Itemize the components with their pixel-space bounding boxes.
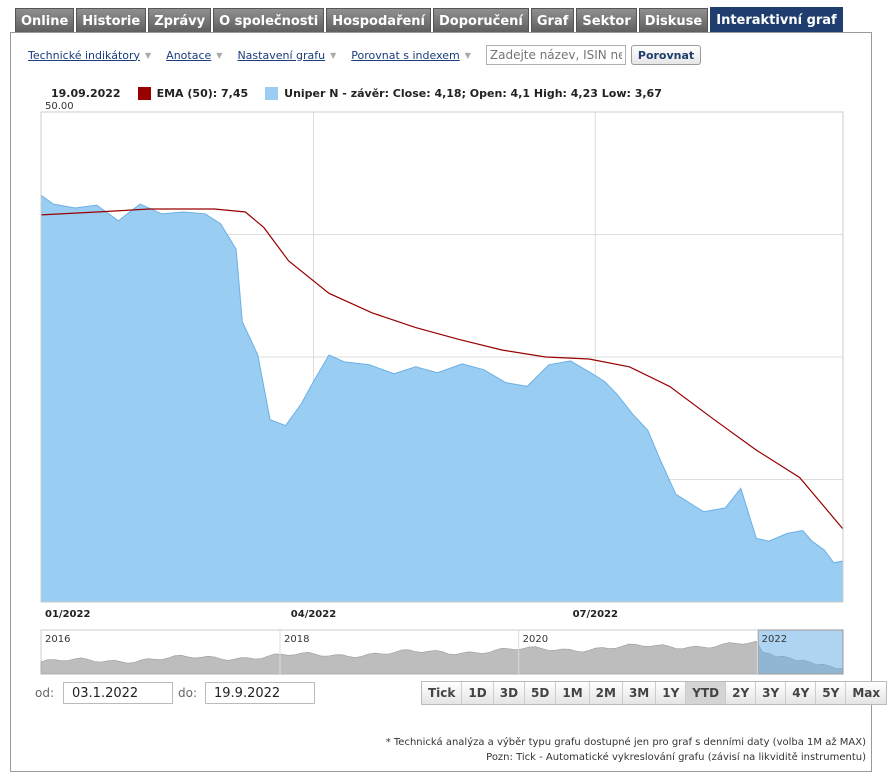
note-technical: * Technická analýza a výběr typu grafu d… [385,737,866,748]
zoom-button-4y[interactable]: 4Y [786,682,817,704]
price-line [40,194,844,564]
navigator-year-label: 2016 [45,634,70,645]
navigator-area [40,640,844,675]
to-date-input[interactable] [205,682,315,704]
tab-zpravy[interactable]: Zprávy [148,8,212,33]
tab-diskuse[interactable]: Diskuse [638,8,709,33]
chevron-down-icon: ▼ [216,50,223,60]
chart-toolbar: Technické indikátory ▼ Anotace ▼ Nastave… [28,45,702,65]
price-area [41,195,843,603]
tab-sektor[interactable]: Sektor [576,8,637,33]
annotation-link[interactable]: Anotace [166,48,212,62]
zoom-button-1y[interactable]: 1Y [656,682,687,704]
from-date-input[interactable] [63,682,173,704]
to-label: do: [178,686,198,700]
zoom-button-ytd[interactable]: YTD [686,682,727,704]
chevron-down-icon: ▼ [145,50,152,60]
y-tick-label: 50.00 [45,101,74,112]
technical-indicators-link[interactable]: Technické indikátory [28,48,141,62]
price-chart[interactable]: 0.0012,5025,0037,5050.0001/202204/202207… [11,33,871,683]
price-swatch [265,87,279,100]
tab-historie[interactable]: Historie [76,8,147,33]
compare-search-input[interactable] [485,45,626,65]
tab-online[interactable]: Online [15,8,75,33]
note-tick: Pozn: Tick - Automatické vykreslování gr… [486,752,866,763]
zoom-button-5d[interactable]: 5D [525,682,557,704]
compare-button[interactable]: Porovnat [630,45,702,65]
zoom-button-3m[interactable]: 3M [622,682,657,704]
zoom-button-2y[interactable]: 2Y [726,682,757,704]
zoom-button-1d[interactable]: 1D [462,682,494,704]
zoom-button-group: Tick 1D 3D 5D 1M 2M 3M 1Y YTD 2Y 3Y 4Y 5Y Max [421,681,888,705]
zoom-button-2m[interactable]: 2M [589,682,623,704]
zoom-button-3y[interactable]: 3Y [756,682,787,704]
chevron-down-icon: ▼ [330,50,337,60]
plot-frame [40,111,844,603]
x-tick-label: 07/2022 [573,609,618,620]
tab-hospodareni[interactable]: Hospodaření [326,8,432,33]
from-label: od: [35,686,55,700]
tab-bar: Online Historie Zprávy O společnosti Hos… [15,7,843,33]
legend-price[interactable]: Uniper N - závěr: Close: 4,18; Open: 4,1… [265,87,662,100]
tab-interaktivni-graf[interactable]: Interaktivní graf [710,7,843,33]
legend-date: 19.09.2022 [51,87,121,100]
zoom-button-1m[interactable]: 1M [556,682,590,704]
legend-price-label: Uniper N - závěr: Close: 4,18; Open: 4,1… [284,87,662,100]
navigator-selection [757,629,844,675]
x-tick-label: 04/2022 [291,609,336,620]
chart-settings-link[interactable]: Nastavení grafu [237,48,326,62]
legend-ema[interactable]: EMA (50): 7,45 [137,87,249,100]
chevron-down-icon: ▼ [464,50,471,60]
zoom-button-max[interactable]: Max [846,682,887,704]
ema-line [40,208,844,530]
navigator-year-label: 2022 [762,634,787,645]
tab-graf[interactable]: Graf [530,8,575,33]
zoom-button-tick[interactable]: Tick [422,682,463,704]
chart-legend: 19.09.2022 EMA (50): 7,45 Uniper N - záv… [51,87,662,100]
tab-doporuceni[interactable]: Doporučení [433,8,529,33]
navigator-year-label: 2018 [284,634,309,645]
zoom-button-5y[interactable]: 5Y [816,682,847,704]
ema-swatch [137,87,151,100]
compare-index-link[interactable]: Porovnat s indexem [351,48,460,62]
x-tick-label: 01/2022 [45,609,90,620]
zoom-button-3d[interactable]: 3D [493,682,526,704]
chart-panel: Technické indikátory ▼ Anotace ▼ Nastave… [10,32,888,772]
tab-o-spolecnosti[interactable]: O společnosti [213,8,325,33]
legend-ema-label: EMA (50): 7,45 [156,87,249,100]
navigator-year-label: 2020 [523,634,548,645]
